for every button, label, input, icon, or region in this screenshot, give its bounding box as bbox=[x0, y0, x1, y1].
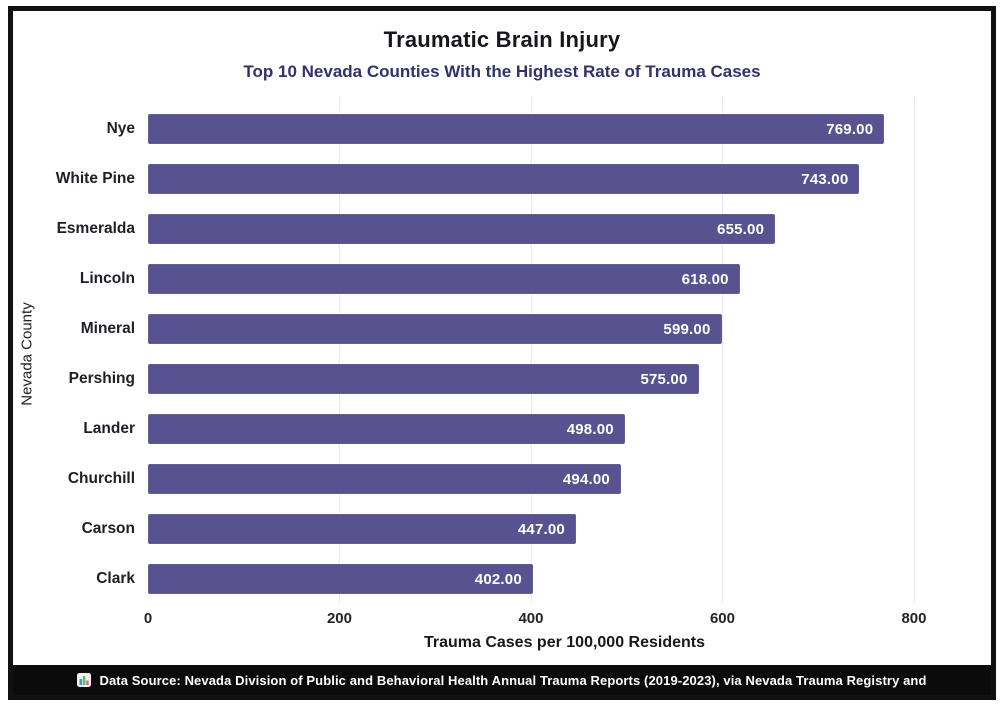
bar-row: 575.00 bbox=[148, 354, 981, 404]
category-label: Lander bbox=[83, 420, 135, 437]
bar-row: 447.00 bbox=[148, 504, 981, 554]
bar-row: 618.00 bbox=[148, 254, 981, 304]
bar-value-label: 743.00 bbox=[801, 170, 849, 188]
x-tick-label: 600 bbox=[709, 610, 735, 627]
bar-row: 498.00 bbox=[148, 404, 981, 454]
ticks-spacer bbox=[43, 604, 148, 630]
x-tick-label: 0 bbox=[143, 610, 153, 627]
x-tick-label: 800 bbox=[901, 610, 927, 627]
gridline bbox=[722, 98, 724, 604]
bar: 769.00 bbox=[148, 114, 885, 144]
bar: 743.00 bbox=[148, 164, 860, 194]
category-label: Carson bbox=[81, 520, 135, 537]
bar-value-label: 402.00 bbox=[474, 570, 522, 588]
chart-area: Traumatic Brain Injury Top 10 Nevada Cou… bbox=[13, 11, 991, 665]
bar: 599.00 bbox=[148, 314, 722, 344]
bar: 402.00 bbox=[148, 564, 533, 594]
bar: 447.00 bbox=[148, 514, 576, 544]
category-label: White Pine bbox=[55, 170, 135, 187]
bar-value-label: 618.00 bbox=[681, 270, 729, 288]
bar: 655.00 bbox=[148, 214, 776, 244]
bar-row: 599.00 bbox=[148, 304, 981, 354]
bar-value-label: 599.00 bbox=[663, 320, 711, 338]
bar: 618.00 bbox=[148, 264, 740, 294]
plot: 769.00 743.00 655.00 618.00 599.00 575.00 498.… bbox=[148, 98, 981, 604]
bar-row: 402.00 bbox=[148, 554, 981, 604]
gridline bbox=[913, 98, 915, 604]
bar: 494.00 bbox=[148, 464, 621, 494]
gridline bbox=[339, 98, 341, 604]
chart-title: Traumatic Brain Injury bbox=[383, 27, 621, 52]
bar-chart-icon bbox=[77, 673, 92, 687]
bar-value-label: 769.00 bbox=[826, 120, 874, 138]
chart-card: Traumatic Brain Injury Top 10 Nevada Cou… bbox=[8, 6, 996, 700]
category-label: Mineral bbox=[80, 320, 135, 337]
x-ticks: 0 200 400 600 800 bbox=[144, 604, 981, 630]
bar-row: 655.00 bbox=[148, 204, 981, 254]
bar-value-label: 494.00 bbox=[562, 470, 610, 488]
plot-region: Nevada County Nye White Pine Esmeralda Linc… bbox=[13, 98, 991, 652]
bar-value-label: 498.00 bbox=[566, 420, 614, 438]
category-label: Churchill bbox=[67, 470, 135, 487]
chart-subtitle: Top 10 Nevada Counties With the Highest … bbox=[243, 62, 761, 81]
bar-value-label: 655.00 bbox=[717, 220, 765, 238]
bar-value-label: 575.00 bbox=[640, 370, 688, 388]
category-label: Lincoln bbox=[79, 270, 135, 287]
attribution-footer: Data Source: Nevada Division of Public a… bbox=[13, 665, 991, 695]
gridline bbox=[530, 98, 532, 604]
y-category-labels: Nye White Pine Esmeralda Lincoln Mineral Pers… bbox=[43, 104, 148, 604]
bar-row: 769.00 bbox=[148, 104, 981, 154]
category-label: Esmeralda bbox=[56, 220, 135, 237]
bar-row: 743.00 bbox=[148, 154, 981, 204]
data-source-text: Data Source: Nevada Division of Public a… bbox=[99, 672, 927, 688]
category-label: Pershing bbox=[68, 370, 135, 387]
bar-row: 494.00 bbox=[148, 454, 981, 504]
x-tick-label: 200 bbox=[326, 610, 352, 627]
category-label: Clark bbox=[96, 570, 135, 587]
bar: 575.00 bbox=[148, 364, 699, 394]
category-label: Nye bbox=[106, 120, 135, 137]
x-axis-title: Trauma Cases per 100,000 Residents bbox=[423, 634, 706, 651]
x-tick-label: 400 bbox=[518, 610, 544, 627]
bar: 498.00 bbox=[148, 414, 625, 444]
xlabel-spacer bbox=[43, 630, 148, 652]
y-axis-title: Nevada County bbox=[18, 302, 36, 406]
bar-value-label: 447.00 bbox=[517, 520, 565, 538]
